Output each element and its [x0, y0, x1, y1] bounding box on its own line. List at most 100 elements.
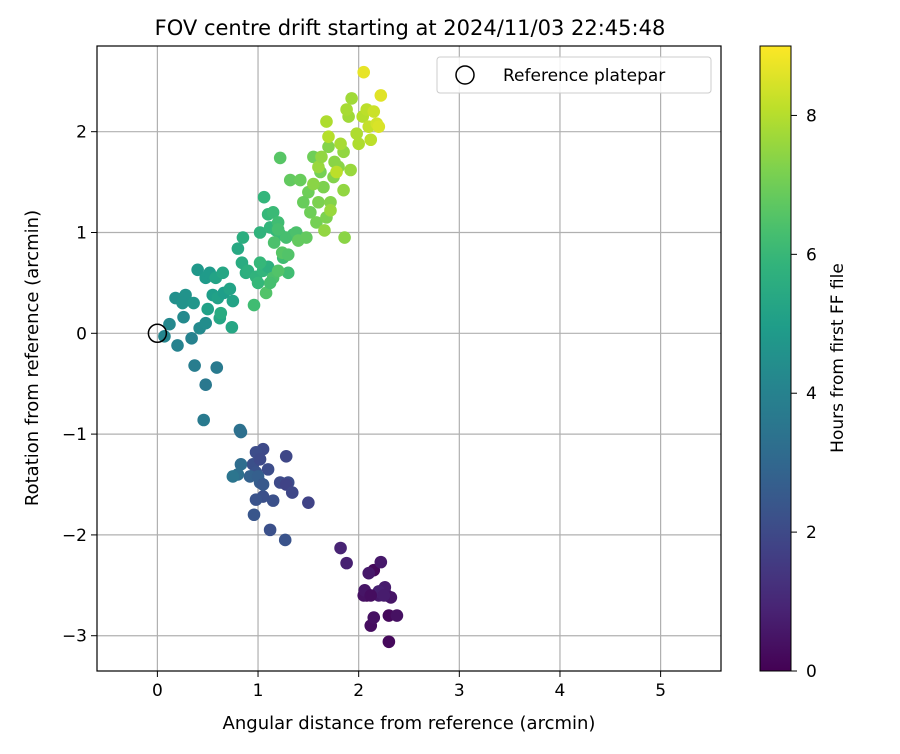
legend-marker-icon [455, 65, 475, 85]
data-point [197, 413, 210, 427]
data-point [266, 206, 280, 219]
data-point [251, 276, 265, 290]
data-point [226, 294, 240, 308]
colorbar-gradient [759, 45, 792, 672]
data-point [367, 105, 381, 118]
data-point [364, 589, 378, 602]
data-point [322, 140, 335, 154]
data-point [345, 92, 358, 105]
data-point [285, 486, 299, 499]
data-point [187, 296, 200, 310]
data-point [315, 150, 328, 164]
data-point [210, 361, 224, 374]
data-point [256, 478, 270, 491]
data-point [382, 635, 396, 649]
data-point [214, 306, 228, 320]
data-point [185, 332, 198, 345]
data-point [322, 130, 335, 144]
legend-box [436, 56, 712, 94]
data-point [390, 609, 404, 622]
data-point [163, 317, 176, 331]
data-point [344, 163, 357, 177]
data-points [147, 65, 404, 649]
y-tick-label: 0 [76, 324, 87, 344]
colorbar-tick-label: 6 [806, 245, 817, 265]
grid [97, 46, 721, 671]
colorbar-tick-label: 4 [806, 384, 817, 404]
data-point [283, 173, 297, 187]
data-point [320, 115, 333, 128]
data-point [307, 177, 320, 191]
data-point [318, 224, 331, 237]
data-point [278, 533, 292, 547]
data-point [253, 256, 267, 270]
chart-title: FOV centre drift starting at 2024/11/03 … [155, 16, 666, 40]
x-tick-label: 1 [253, 681, 264, 701]
data-point [158, 330, 171, 343]
data-point [350, 127, 363, 141]
data-point [271, 223, 285, 236]
data-point [312, 160, 325, 174]
data-point [302, 496, 315, 509]
data-point [223, 282, 237, 296]
data-point [247, 298, 261, 312]
data-point [263, 523, 277, 537]
data-point [249, 493, 263, 506]
data-point [297, 195, 310, 209]
colorbar: 0 2 4 6 8 Hours from first FF file [759, 45, 848, 682]
data-point [247, 508, 261, 522]
x-tick-label: 4 [555, 681, 566, 701]
data-point [225, 320, 239, 334]
data-point [266, 494, 280, 507]
colorbar-tick-label: 2 [806, 523, 817, 543]
data-point [261, 463, 275, 476]
data-point [281, 248, 295, 261]
data-point [334, 541, 347, 555]
axes: 0 1 2 3 4 5 −3 −2 −1 0 1 2 [62, 45, 722, 701]
x-axis-label: Angular distance from reference (arcmin) [223, 713, 596, 734]
data-point [226, 470, 240, 483]
plot-frame [96, 45, 722, 672]
data-point [216, 266, 230, 280]
data-point [231, 242, 245, 255]
data-point [340, 556, 353, 570]
data-point [374, 89, 388, 102]
data-point [317, 180, 330, 194]
data-point [201, 302, 215, 316]
x-tick-label: 2 [353, 681, 364, 701]
colorbar-label: Hours from first FF file [828, 263, 848, 453]
y-tick-label: 2 [76, 123, 87, 143]
data-point [253, 453, 267, 466]
data-point [367, 611, 381, 624]
y-tick-label: −1 [62, 425, 87, 445]
x-tick-label: 3 [454, 681, 465, 701]
data-point [377, 589, 391, 602]
data-point [357, 65, 371, 79]
data-point [304, 206, 317, 219]
data-point [352, 137, 365, 151]
x-tick-label: 0 [152, 681, 163, 701]
data-point [177, 310, 190, 324]
data-point [259, 286, 273, 300]
data-point [294, 173, 307, 187]
data-point [374, 555, 388, 569]
y-tick-label: 1 [76, 223, 87, 243]
colorbar-tick-label: 8 [806, 106, 817, 126]
data-point [338, 231, 351, 244]
data-point [234, 425, 248, 439]
data-point [330, 165, 343, 179]
data-point [171, 339, 184, 352]
data-point [191, 263, 204, 277]
data-point [199, 316, 212, 330]
data-point [236, 231, 250, 244]
data-point [271, 264, 285, 278]
data-point [234, 458, 248, 471]
data-point [300, 231, 313, 244]
data-point [263, 276, 277, 290]
data-point [340, 103, 353, 116]
data-point [334, 137, 347, 151]
y-tick-label: −2 [62, 526, 87, 546]
data-point [372, 120, 386, 133]
